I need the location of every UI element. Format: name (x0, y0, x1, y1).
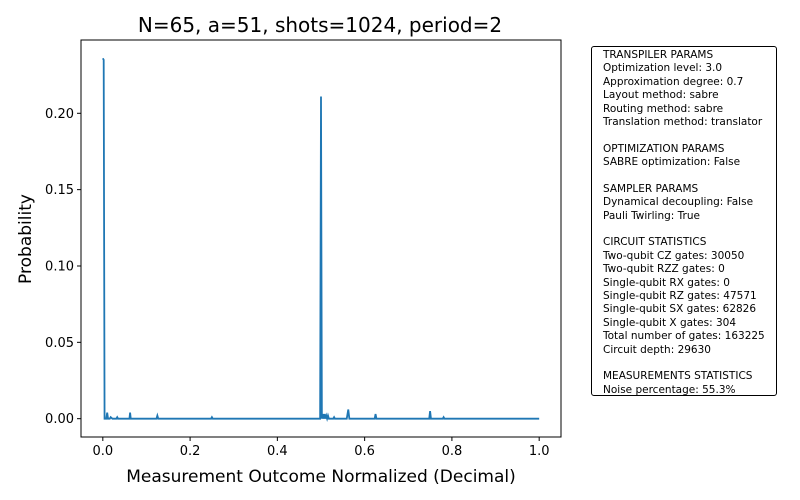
x-tick-label: 0.4 (267, 444, 288, 459)
info-box-line: Two-qubit CZ gates: 30050 (603, 249, 745, 262)
info-box-spacer (603, 223, 776, 236)
info-box-line: Dynamical decoupling: False (603, 196, 754, 209)
plot-frame (80, 39, 562, 438)
info-box-spacer (603, 357, 776, 370)
info-box-line: SABRE optimization: False (603, 156, 741, 169)
x-axis-ticks: 0.0 0.2 0.4 0.6 0.8 1.0 (92, 437, 550, 459)
y-axis-ticks: 0.00 0.05 0.10 0.15 0.20 (45, 107, 81, 427)
y-tick-label: 0.05 (45, 336, 74, 351)
info-box-line: Two-qubit RZZ gates: 0 (603, 263, 725, 276)
info-box-line: TRANSPILER PARAMS (603, 49, 714, 61)
info-box-line: OPTIMIZATION PARAMS (603, 142, 725, 155)
x-tick-label: 1.0 (529, 444, 550, 459)
chart-title: N=65, a=51, shots=1024, period=2 (138, 13, 502, 37)
info-box-line: Translation method: translator (603, 115, 763, 128)
x-tick-label: 0.0 (92, 444, 113, 459)
info-box-line: Single-qubit SX gates: 62826 (603, 303, 757, 316)
info-box-line: CIRCUIT STATISTICS (603, 236, 707, 249)
info-box-spacer (603, 129, 776, 142)
y-tick-label: 0.20 (45, 107, 74, 122)
y-tick-label: 0.00 (45, 412, 74, 427)
x-axis-label: Measurement Outcome Normalized (Decimal) (126, 467, 516, 487)
info-box: TRANSPILER PARAMS Optimization level: 3.0… (591, 46, 777, 396)
info-box-line: Layout method: sabre (603, 89, 719, 102)
info-box-line: MEASUREMENTS STATISTICS (603, 370, 753, 383)
info-box-line: Optimization level: 3.0 (603, 62, 723, 75)
info-box-line: Pauli Twirling: True (603, 209, 700, 222)
info-box-line: Single-qubit RZ gates: 47571 (603, 290, 757, 303)
info-box-line: Approximation degree: 0.7 (603, 75, 744, 88)
x-tick-label: 0.8 (442, 444, 463, 459)
info-box-spacer (603, 170, 776, 183)
plot-area (102, 57, 540, 422)
series-line-0 (102, 57, 540, 422)
info-box-line: SAMPLER PARAMS (603, 182, 699, 195)
info-box-line: Noise percentage: 55.3% (603, 383, 736, 396)
info-box-line: Single-qubit X gates: 304 (603, 316, 737, 329)
info-box-line: Total number of gates: 163225 (603, 330, 765, 343)
y-tick-label: 0.10 (45, 259, 74, 274)
info-box-line: Circuit depth: 29630 (603, 343, 711, 356)
y-axis-label: Probability (16, 194, 36, 284)
x-tick-label: 0.2 (180, 444, 201, 459)
info-box-line: Routing method: sabre (603, 102, 724, 115)
x-tick-label: 0.6 (354, 444, 375, 459)
y-tick-label: 0.15 (45, 183, 74, 198)
info-box-line: Single-qubit RX gates: 0 (603, 276, 730, 289)
